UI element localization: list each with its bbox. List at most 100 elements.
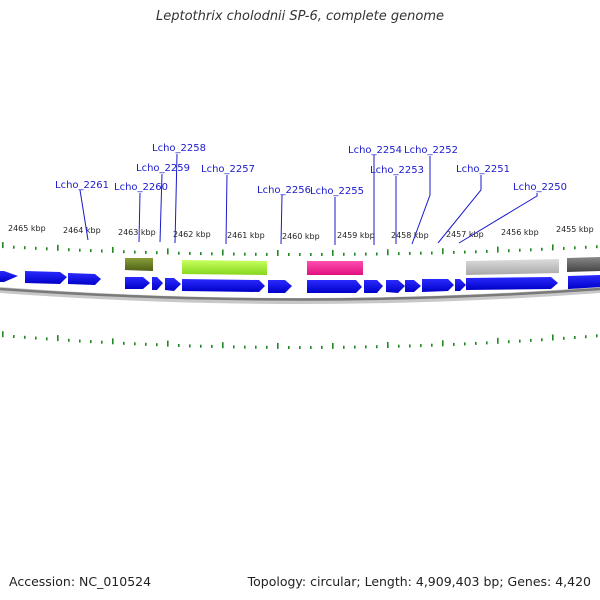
gene-arrow [268,280,292,293]
minor-tick [398,344,400,348]
major-tick [442,340,444,347]
gene-leader-lines [79,153,538,245]
major-tick [277,342,279,349]
gene-arrow [386,280,405,293]
minor-tick [376,345,378,349]
minor-tick [288,346,290,349]
major-tick [552,244,554,251]
minor-tick [409,344,411,348]
minor-tick [24,246,26,250]
minor-tick [563,336,565,340]
minor-tick [508,249,510,253]
minor-tick [266,345,268,349]
minor-tick [310,253,312,256]
major-tick [167,248,169,255]
major-tick [222,249,224,256]
gene-arrow [68,273,101,285]
minor-tick [145,250,147,254]
gene-label: Lcho_2252 [404,145,458,156]
minor-tick [189,251,191,255]
gene-arrow [182,279,265,292]
minor-tick [321,345,323,349]
kbp-label: 2457 kbp [446,230,484,239]
feature-blocks [125,257,600,275]
minor-tick [299,346,301,349]
minor-tick [244,345,246,349]
minor-tick [431,251,433,255]
kbp-label: 2458 kbp [391,231,429,240]
minor-tick [79,248,81,252]
minor-tick [486,341,488,345]
minor-tick [178,251,180,255]
gene-arrows [0,271,600,293]
gene-label: Lcho_2256 [257,185,311,196]
minor-tick [200,344,202,348]
kbp-label: 2463 kbp [118,228,156,237]
major-tick [442,248,444,255]
minor-tick [255,345,257,349]
minor-tick [508,340,510,344]
minor-tick [574,336,576,339]
leader-line [225,174,228,245]
minor-tick [244,252,246,256]
minor-tick [13,335,15,338]
feature-block-pink [307,261,363,275]
minor-tick [299,253,301,256]
gene-label: Lcho_2253 [370,165,424,176]
minor-tick [101,340,103,344]
minor-tick [420,251,422,255]
minor-tick [101,249,103,253]
minor-tick [211,252,213,256]
minor-tick [145,342,147,346]
feature-block-lime [182,260,267,275]
leader-line [159,173,163,243]
gene-arrow [466,277,558,290]
major-tick [167,340,169,347]
minor-tick [46,247,48,251]
minor-tick [420,344,422,348]
gene-label: Lcho_2259 [136,163,190,174]
kbp-label: 2456 kbp [501,228,539,237]
gene-label: Lcho_2260 [114,182,168,193]
backbone-line [0,287,600,301]
major-tick [387,342,389,348]
kbp-label: 2459 kbp [337,231,375,240]
major-tick [387,249,389,256]
gene-arrow [165,278,181,291]
minor-tick [255,252,257,256]
minor-tick [541,247,543,251]
major-tick [2,331,4,338]
minor-tick [68,338,70,342]
leader-line [79,189,89,241]
minor-tick [134,342,136,346]
leader-line [411,156,431,245]
minor-tick [398,252,400,256]
minor-tick [585,245,587,249]
minor-tick [519,339,521,343]
gene-arrow [152,277,163,290]
minor-tick [310,346,312,349]
minor-tick [453,250,455,254]
minor-tick [321,253,323,256]
minor-tick [189,344,191,348]
gene-label: Lcho_2251 [456,164,510,175]
minor-tick [343,345,345,349]
major-tick [277,250,279,256]
major-tick [57,244,59,251]
gene-arrow [405,280,421,292]
minor-tick [519,248,521,252]
minor-tick [123,341,125,345]
kbp-label: 2460 kbp [282,232,320,241]
major-tick [497,246,499,253]
minor-tick [541,338,543,342]
minor-tick [431,343,433,347]
leader-line [437,175,482,244]
gene-arrow [0,271,18,282]
gene-label: Lcho_2254 [348,145,402,156]
leader-line [174,153,178,244]
gene-label: Lcho_2250 [513,182,567,193]
leader-line [138,192,141,243]
inner-tick-row [2,331,598,349]
outer-tick-row [2,242,598,256]
